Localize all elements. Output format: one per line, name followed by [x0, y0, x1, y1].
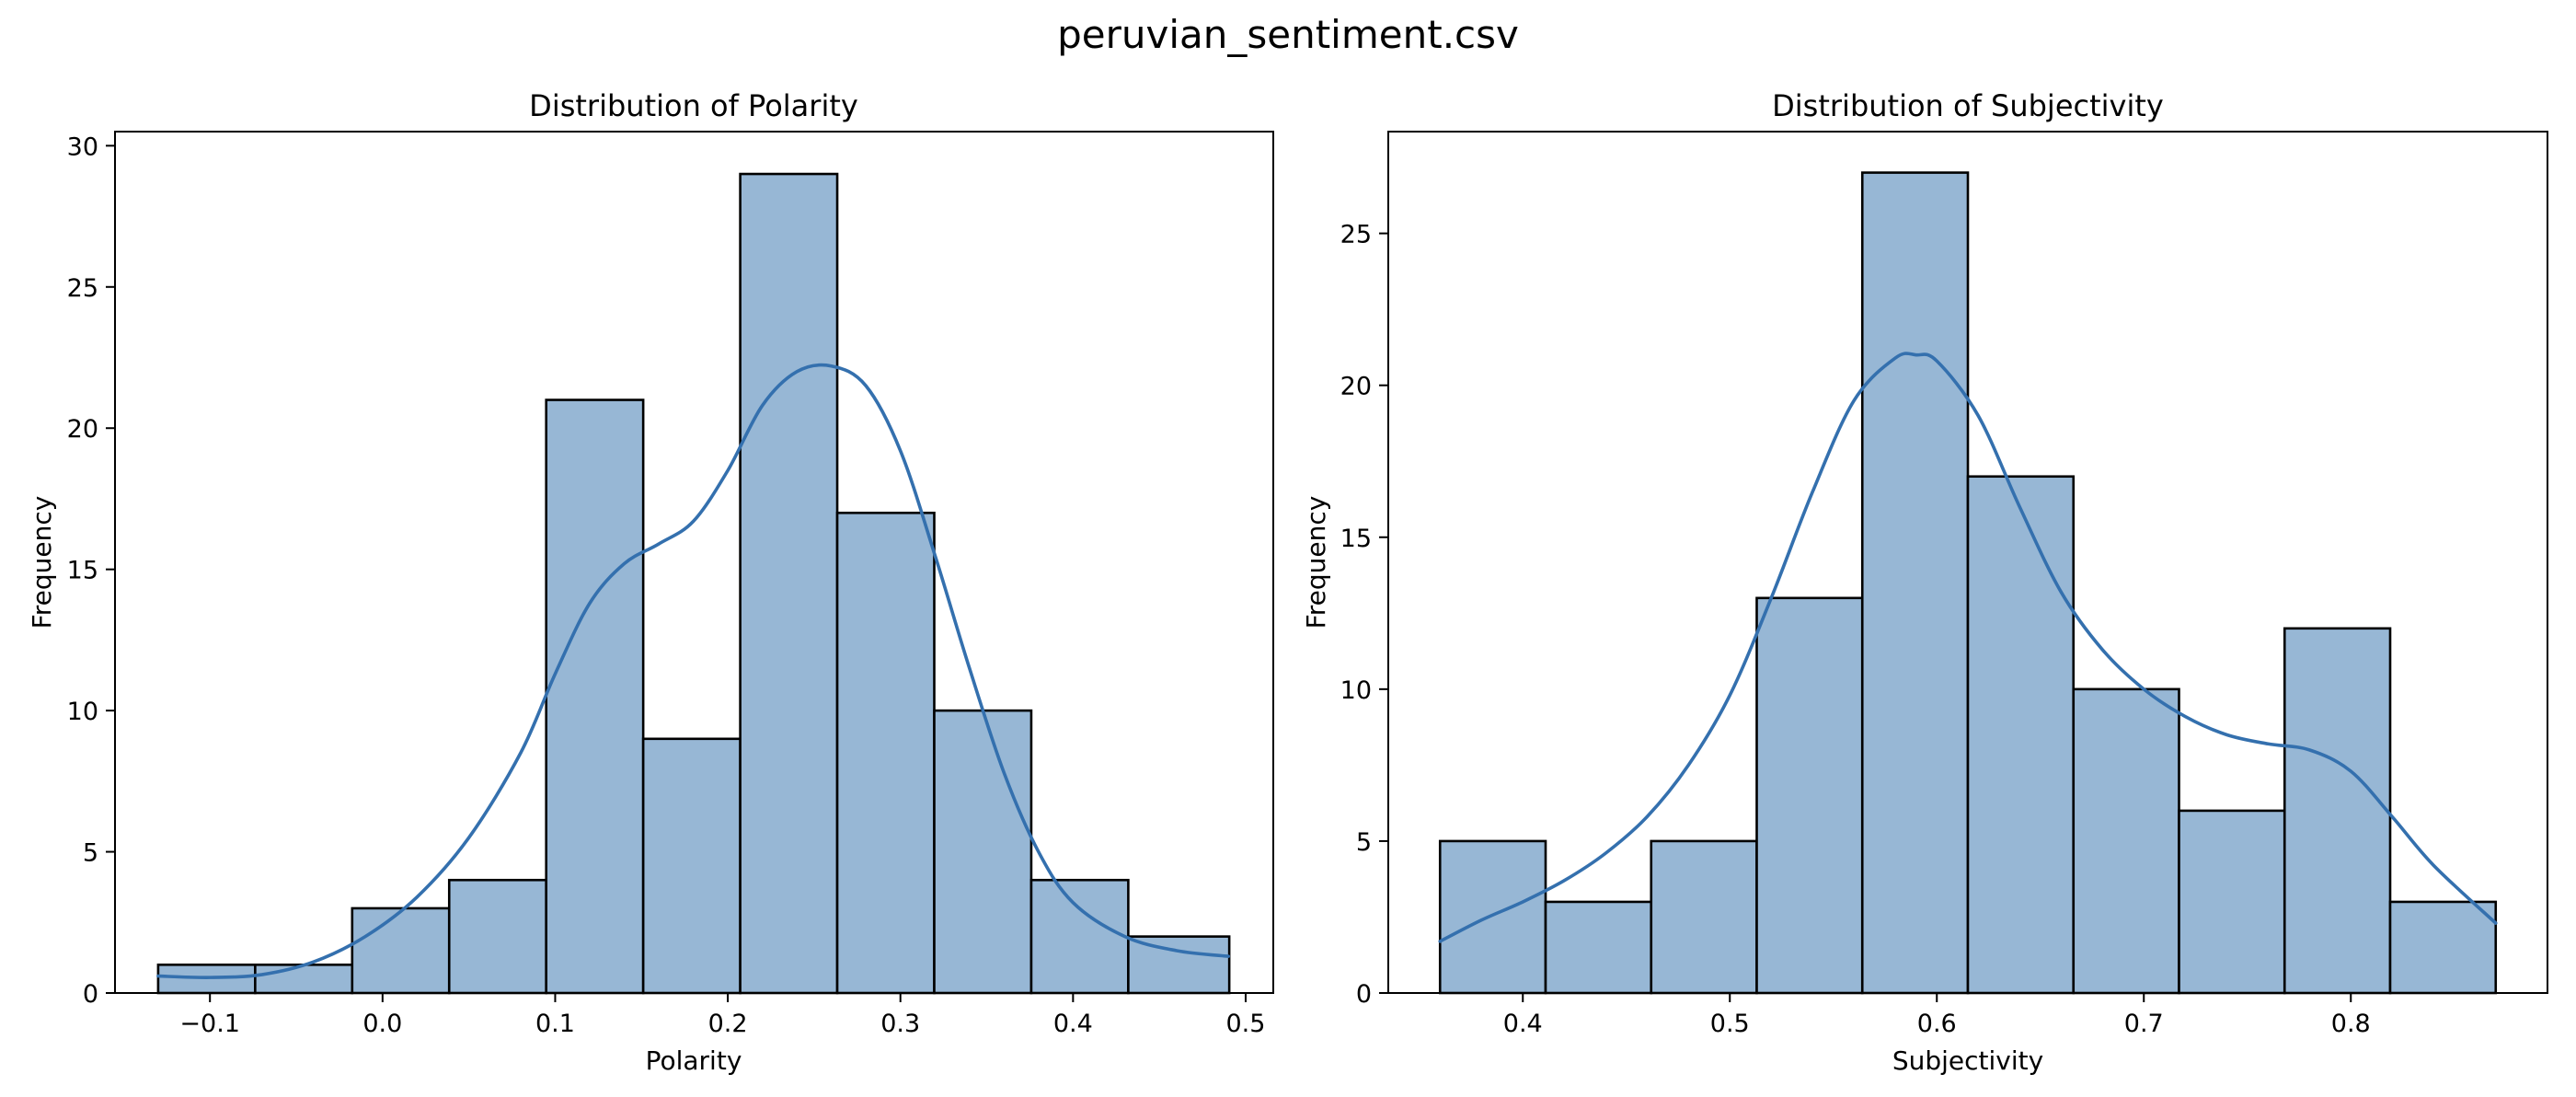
polarity-bar-3	[447, 878, 548, 995]
polarity-x-tick-label: 0.5	[1226, 1010, 1266, 1038]
subjectivity-y-tick-label: 25	[1340, 221, 1372, 249]
subjectivity-bar-1	[1544, 900, 1653, 995]
subjectivity-chart-title: Distribution of Subjectivity	[1772, 88, 2164, 123]
polarity-bar-4	[545, 398, 645, 995]
polarity-y-ticks: 0 5 10 15 20 25 30	[67, 133, 115, 1009]
subjectivity-bar-7	[2178, 809, 2286, 995]
subjectivity-y-axis-label: Frequency	[1301, 496, 1331, 629]
subjectivity-kde	[1438, 352, 2498, 943]
subjectivity-bar-0	[1438, 839, 1547, 995]
polarity-y-axis-label: Frequency	[27, 496, 57, 629]
subjectivity-bar-5	[1966, 475, 2076, 995]
polarity-bar-2	[351, 906, 451, 995]
polarity-y-tick-label: 0	[83, 980, 98, 1009]
subjectivity-axes-frame	[1387, 131, 2548, 994]
polarity-y-tick-label: 5	[83, 839, 98, 868]
subjectivity-y-tick-label: 10	[1340, 676, 1372, 705]
subjectivity-bars	[1438, 171, 2498, 995]
subjectivity-bar-9	[2388, 900, 2498, 995]
polarity-y-tick-label: 20	[67, 415, 98, 444]
subjectivity-x-tick-label: 0.7	[2124, 1010, 2164, 1038]
subjectivity-x-tick-label: 0.8	[2331, 1010, 2371, 1038]
polarity-axes-frame	[114, 131, 1274, 994]
subjectivity-y-tick-label: 0	[1356, 980, 1372, 1009]
polarity-kde	[156, 363, 1231, 979]
subjectivity-y-tick-label: 15	[1340, 525, 1372, 553]
polarity-bar-5	[641, 737, 742, 995]
polarity-x-axis-label: Polarity	[646, 1045, 742, 1076]
polarity-y-tick-label: 30	[67, 133, 98, 161]
polarity-bar-8	[933, 709, 1033, 995]
polarity-bars	[156, 172, 1231, 995]
polarity-bar-7	[835, 511, 936, 995]
polarity-chart-title: Distribution of Polarity	[529, 88, 858, 123]
subjectivity-bar-4	[1860, 171, 1970, 995]
subjectivity-x-tick-label: 0.4	[1503, 1010, 1543, 1038]
subjectivity-bar-3	[1755, 596, 1864, 995]
polarity-x-ticks: −0.1 0.0 0.1 0.2 0.3 0.4 0.5	[179, 993, 1265, 1038]
polarity-x-tick-label: 0.0	[362, 1010, 402, 1038]
polarity-x-tick-label: 0.4	[1053, 1010, 1093, 1038]
subjectivity-y-ticks: 0 5 10 15 20 25	[1340, 221, 1388, 1009]
subjectivity-y-tick-label: 5	[1356, 828, 1372, 857]
polarity-histogram: Distribution of Polarity −0.1 0.0 0.1 0.2 0.…	[27, 88, 1274, 1076]
subjectivity-bar-8	[2283, 627, 2392, 995]
subjectivity-y-tick-label: 20	[1340, 373, 1372, 401]
polarity-y-tick-label: 15	[67, 557, 98, 585]
polarity-kde-line	[156, 363, 1231, 979]
subjectivity-bar-6	[2072, 687, 2180, 995]
subjectivity-x-ticks: 0.4 0.5 0.6 0.7 0.8	[1503, 993, 2371, 1038]
polarity-bar-9	[1029, 878, 1130, 995]
polarity-y-tick-label: 25	[67, 274, 98, 303]
polarity-bar-6	[739, 172, 839, 995]
subjectivity-bar-2	[1650, 839, 1758, 995]
polarity-x-tick-label: 0.3	[880, 1010, 920, 1038]
polarity-bar-1	[254, 964, 354, 995]
figure-title: peruvian_sentiment.csv	[1057, 12, 1519, 57]
subjectivity-x-tick-label: 0.6	[1917, 1010, 1957, 1038]
polarity-x-tick-label: 0.2	[708, 1010, 748, 1038]
polarity-y-tick-label: 10	[67, 698, 98, 726]
subjectivity-histogram: Distribution of Subjectivity 0.4 0.5 0.6 0.…	[1301, 88, 2548, 1076]
polarity-x-tick-label: 0.1	[535, 1010, 575, 1038]
subjectivity-x-tick-label: 0.5	[1710, 1010, 1750, 1038]
subjectivity-x-axis-label: Subjectivity	[1892, 1045, 2043, 1076]
polarity-x-tick-label: −0.1	[179, 1010, 240, 1038]
subjectivity-kde-line	[1438, 352, 2498, 943]
